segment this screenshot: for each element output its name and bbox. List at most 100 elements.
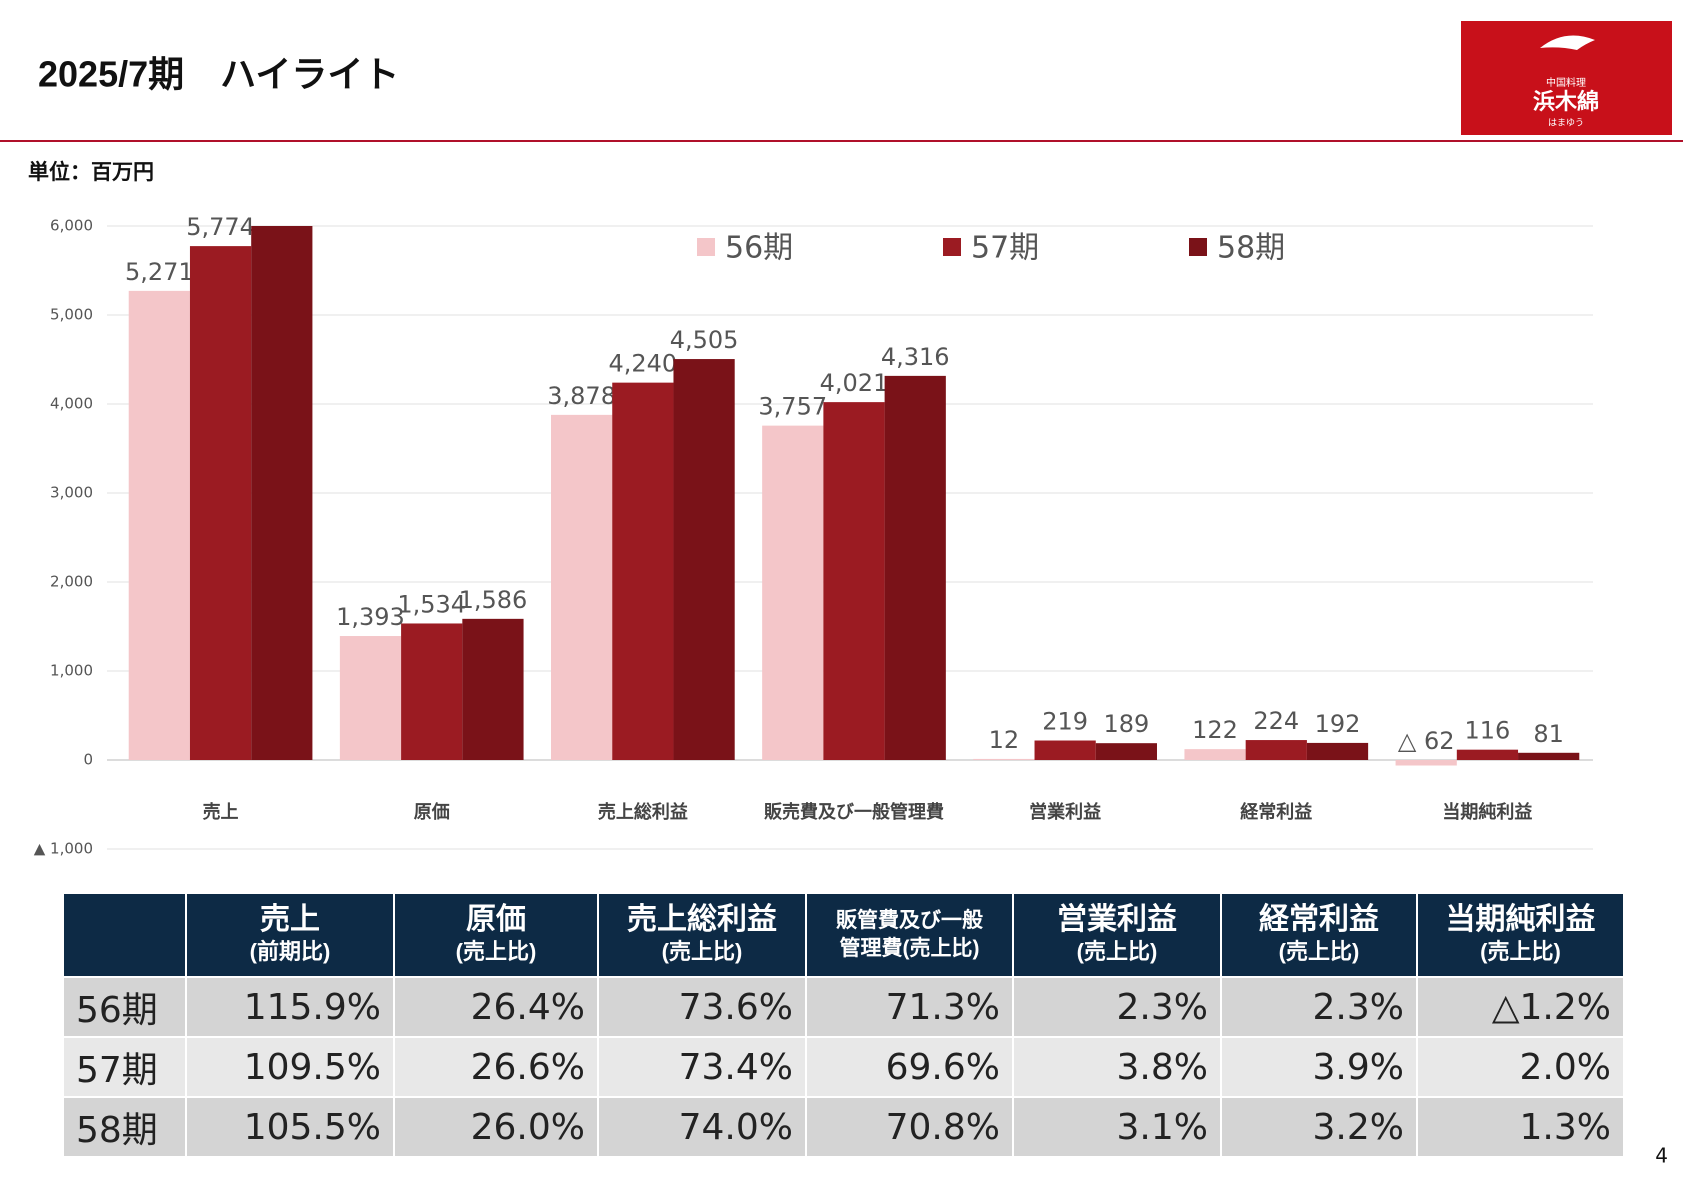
- row-label: 58期: [62, 1096, 187, 1158]
- x-tick-label: 売上: [203, 801, 239, 823]
- y-tick-label: 4,000: [50, 395, 93, 413]
- data-label: 5,271: [125, 258, 194, 286]
- header-title: 当期純利益: [1445, 903, 1596, 936]
- header-row: 売上 (前期比) 原価 (売上比) 売上総利益 (売上比) 販管費及び一般 管理費(売上比) 営…: [62, 892, 1625, 978]
- y-tick-label: 5,000: [50, 306, 93, 324]
- data-label: 4,240: [608, 350, 677, 378]
- data-label: 189: [1103, 710, 1149, 738]
- data-label: 12: [989, 726, 1020, 754]
- slide-title: 2025/7期 ハイライト: [38, 54, 399, 95]
- header-title: 経常利益: [1259, 903, 1379, 936]
- table-cell: 3.9%: [1220, 1036, 1418, 1098]
- header-title: 販管費及び一般: [836, 909, 983, 932]
- data-label: 224: [1253, 707, 1299, 735]
- bar: [973, 758, 1035, 760]
- table-cell: 1.3%: [1416, 1096, 1625, 1158]
- header-sub: (売上比): [1076, 939, 1158, 964]
- logo-sub: はまゆう: [1548, 118, 1584, 129]
- header-cell: 原価 (売上比): [393, 892, 599, 978]
- table-cell: 26.6%: [393, 1036, 599, 1098]
- data-label: 1,393: [336, 603, 405, 631]
- header-title: 売上総利益: [627, 903, 777, 936]
- header-title: 営業利益: [1057, 903, 1177, 936]
- header-cell: 売上 (前期比): [185, 892, 395, 978]
- x-tick-label: 営業利益: [1029, 801, 1101, 823]
- logo-small: 中国料理: [1546, 76, 1586, 89]
- table-cell: 2.3%: [1012, 976, 1222, 1038]
- header-sub: (売上比): [455, 939, 537, 964]
- x-tick-label: 経常利益: [1240, 801, 1312, 823]
- logo-main: 浜木綿: [1533, 89, 1599, 115]
- header-cell: 当期純利益 (売上比): [1416, 892, 1625, 978]
- bar: [823, 402, 885, 760]
- data-label: 122: [1192, 716, 1238, 744]
- data-label: 1,534: [397, 590, 466, 618]
- bar: [1034, 740, 1096, 760]
- header-cell: 販管費及び一般 管理費(売上比): [805, 892, 1014, 978]
- data-label: 5,774: [186, 213, 255, 241]
- x-tick-label: 販売費及び一般管理費: [764, 801, 944, 823]
- bar: [1245, 740, 1307, 760]
- header-sub: (売上比): [661, 939, 743, 964]
- header-sub: (前期比): [249, 939, 331, 964]
- x-tick-label: 当期純利益: [1442, 801, 1532, 823]
- row-label: 56期: [62, 976, 187, 1038]
- table-cell: 109.5%: [185, 1036, 395, 1098]
- bar: [673, 359, 735, 760]
- table-cell: 3.1%: [1012, 1096, 1222, 1158]
- table-cell: 3.8%: [1012, 1036, 1222, 1098]
- legend-swatch: [697, 238, 715, 256]
- unit-label: 単位：百万円: [28, 160, 154, 184]
- data-label: 3,757: [758, 393, 827, 421]
- data-label: △ 62: [1398, 727, 1455, 755]
- bar: [462, 618, 524, 760]
- table-cell: 74.0%: [597, 1096, 807, 1158]
- bar: [1095, 743, 1157, 760]
- bar: [401, 623, 463, 760]
- bar: [551, 414, 613, 760]
- bar: [884, 375, 946, 760]
- table-cell: 69.6%: [805, 1036, 1014, 1098]
- x-tick-label: 売上総利益: [598, 801, 688, 823]
- bar: [251, 226, 313, 760]
- table-cell: 3.2%: [1220, 1096, 1418, 1158]
- data-label: 1,586: [459, 586, 528, 614]
- bar: [1395, 760, 1457, 766]
- row-label: 57期: [62, 1036, 187, 1098]
- table-cell: 26.4%: [393, 976, 599, 1038]
- data-label: 116: [1465, 717, 1511, 745]
- page-number: 4: [1655, 1144, 1668, 1168]
- table-cell: 73.4%: [597, 1036, 807, 1098]
- header-cell: 営業利益 (売上比): [1012, 892, 1222, 978]
- y-tick-label: 6,000: [50, 217, 93, 235]
- bar: [1306, 742, 1369, 760]
- data-label: 4,316: [881, 343, 950, 371]
- table-row: 56期 115.9% 26.4% 73.6% 71.3% 2.3% 2.3% △1.2%: [62, 976, 1625, 1038]
- table-cell: 105.5%: [185, 1096, 395, 1158]
- header-sub: (売上比): [1278, 939, 1360, 964]
- bar: [612, 382, 674, 760]
- y-tick-label: 1,000: [50, 662, 93, 680]
- header-sub: (売上比): [1480, 939, 1561, 964]
- logo-bird: [1540, 35, 1595, 50]
- table-cell: 115.9%: [185, 976, 395, 1038]
- header-cell: 経常利益 (売上比): [1220, 892, 1418, 978]
- legend-label: 58期: [1217, 231, 1285, 266]
- header-cell: [62, 892, 187, 978]
- table-cell: 70.8%: [805, 1096, 1014, 1158]
- data-label: 81: [1533, 720, 1564, 748]
- data-label: 4,021: [820, 369, 889, 397]
- bar: [339, 636, 402, 760]
- table-cell: 2.3%: [1220, 976, 1418, 1038]
- table-cell: 73.6%: [597, 976, 807, 1038]
- bar: [762, 425, 824, 760]
- y-tick-label: ▲ 1,000: [34, 840, 93, 858]
- table-cell: 71.3%: [805, 976, 1014, 1038]
- header-title: 売上: [260, 903, 320, 936]
- y-tick-label: 0: [83, 751, 93, 769]
- data-label: 219: [1042, 708, 1088, 736]
- header-sub: 管理費(売上比): [839, 937, 980, 960]
- table-cell: △1.2%: [1416, 976, 1625, 1038]
